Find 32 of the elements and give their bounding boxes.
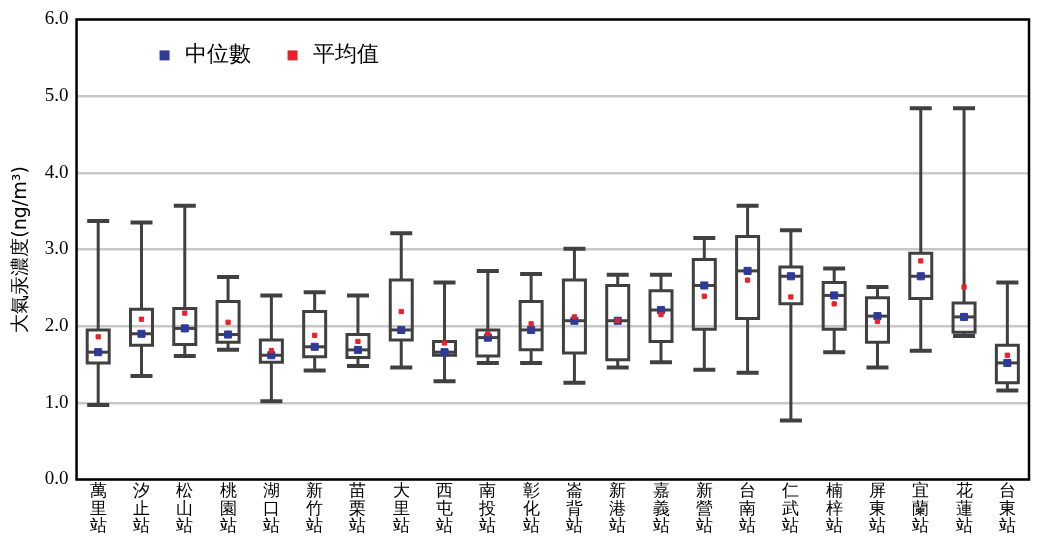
x-tick-label: 屏東站	[868, 479, 886, 536]
x-tick-label: 苗栗站	[349, 479, 367, 536]
y-axis-title: 大氣汞濃度(ng/m³)	[8, 166, 31, 333]
x-tick-label: 桃園站	[219, 479, 237, 536]
y-tick-label: 2.0	[44, 314, 69, 336]
x-tick-label: 彰化站	[522, 479, 540, 536]
x-tick-label: 崙背站	[565, 479, 583, 536]
x-tick-label: 新營站	[695, 479, 713, 536]
x-tick-label: 花蓮站	[955, 479, 973, 536]
x-tick-label: 萬里站	[89, 479, 107, 536]
y-tick-label: 3.0	[44, 237, 69, 259]
x-tick-label: 仁武站	[781, 479, 800, 536]
x-tick-label: 大里站	[392, 479, 410, 536]
x-tick-label: 西屯站	[436, 479, 454, 536]
y-tick-label: 4.0	[44, 160, 69, 182]
y-tick-label: 5.0	[44, 84, 69, 106]
x-tick-label: 台東站	[998, 479, 1016, 536]
x-tick-label: 台南站	[739, 479, 757, 536]
x-tick-label: 楠梓站	[825, 479, 843, 536]
x-tick-label: 嘉義站	[652, 479, 670, 536]
legend-label: 平均值	[312, 41, 379, 67]
x-tick-label: 松山站	[176, 479, 194, 536]
y-tick-label: 6.0	[44, 7, 69, 29]
legend-label: 中位數	[184, 41, 251, 67]
x-tick-label: 宜蘭站	[912, 479, 930, 536]
x-tick-label: 南投站	[478, 479, 497, 536]
y-tick-label: 1.0	[44, 390, 69, 412]
x-tick-label: 汐止站	[132, 479, 150, 536]
y-tick-label: 0.0	[44, 467, 69, 489]
x-tick-label: 湖口站	[262, 479, 280, 536]
x-tick-label: 新港站	[609, 479, 627, 536]
x-tick-label: 新竹站	[306, 479, 324, 536]
